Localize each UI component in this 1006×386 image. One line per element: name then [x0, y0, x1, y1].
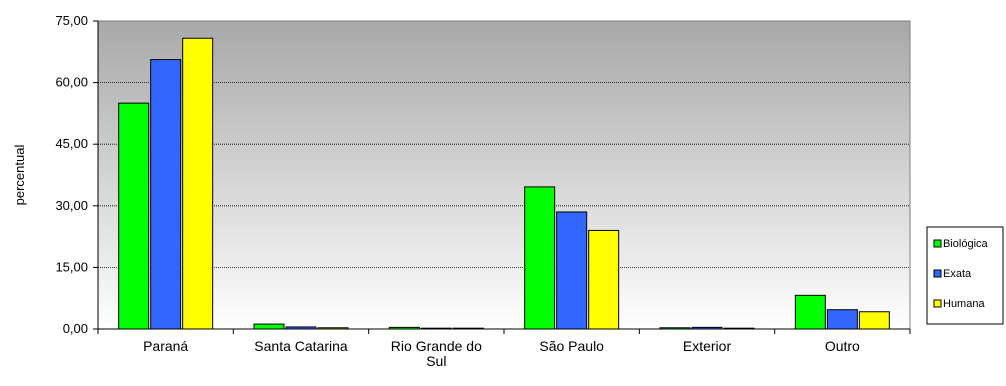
y-axis-title: percentual [12, 145, 27, 206]
x-tick-label: Paraná [143, 338, 188, 354]
gridlines [98, 82, 910, 268]
plot-area [97, 20, 911, 330]
x-tick-label: Santa Catarina [254, 338, 348, 354]
bar [253, 323, 285, 330]
bar [150, 59, 182, 330]
x-tick-label: Outro [825, 338, 860, 354]
bar [556, 211, 588, 330]
y-tick-label: 75,00 [55, 13, 88, 28]
x-axis: Paraná Santa Catarina Rio Grande do Sul São … [97, 328, 911, 369]
bar [794, 294, 826, 330]
y-axis: 0,00 15,00 30,00 45,00 60,00 75,00 [55, 13, 99, 336]
y-tick-label: 15,00 [55, 259, 88, 274]
bar [826, 309, 858, 330]
y-tick-label: 0,00 [63, 321, 88, 336]
bar [858, 311, 890, 330]
y-tick-label: 60,00 [55, 75, 88, 90]
x-tick-label: Rio Grande do Sul [391, 338, 482, 369]
bar [182, 37, 214, 330]
legend-label: Humana [943, 298, 985, 310]
legend-swatch [933, 239, 942, 248]
bar [118, 102, 150, 330]
y-tick-label: 30,00 [55, 198, 88, 213]
bar [588, 229, 620, 330]
legend-label: Exata [943, 268, 972, 280]
x-tick-label: Exterior [683, 338, 732, 354]
bar [524, 186, 556, 330]
legend: Biológica Exata Humana [926, 226, 1004, 325]
legend-swatch [933, 299, 942, 308]
x-tick-label: São Paulo [539, 338, 604, 354]
legend-label: Biológica [943, 238, 989, 250]
y-tick-label: 45,00 [55, 136, 88, 151]
legend-swatch [933, 269, 942, 278]
